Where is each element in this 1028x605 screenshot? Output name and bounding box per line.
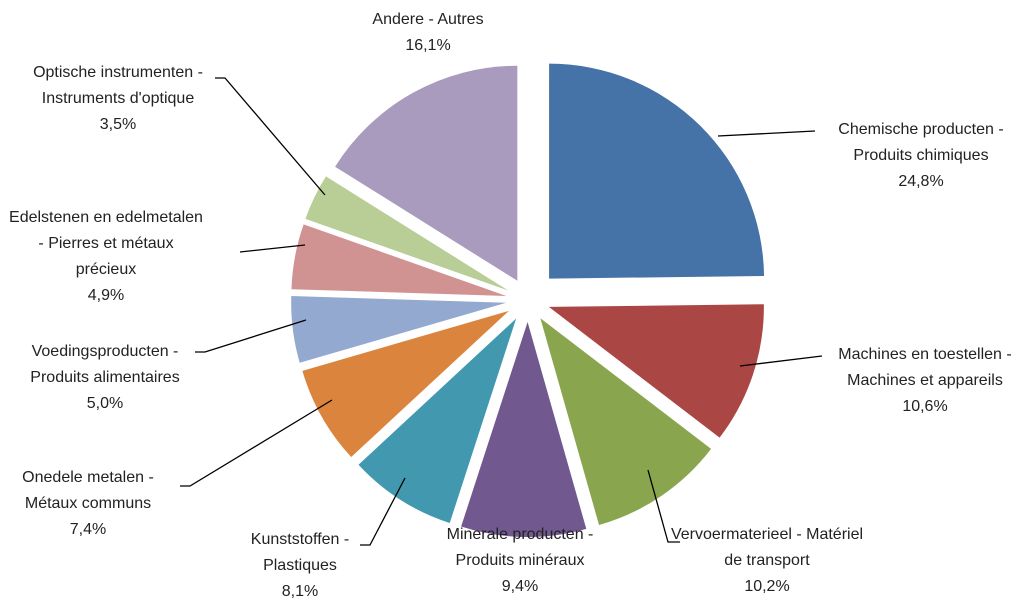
leader-line bbox=[195, 319, 307, 353]
category-label: Edelstenen en edelmetalen - Pierres et m… bbox=[9, 209, 203, 278]
pie-slice bbox=[302, 310, 509, 458]
value-label: 16,1% bbox=[405, 37, 451, 54]
value-label: 9,4% bbox=[501, 578, 539, 595]
pie-slice bbox=[291, 296, 507, 363]
slice-label: Andere - Autres 16,1% bbox=[343, 7, 513, 59]
category-label: Kunststoffen - Plastiques bbox=[250, 531, 350, 574]
leader-line bbox=[180, 399, 333, 487]
leader-line bbox=[739, 355, 823, 367]
slice-label: Onedele metalen - Métaux communs 7,4% bbox=[6, 465, 171, 543]
slice-label: Optische instrumenten - Instruments d'op… bbox=[11, 60, 226, 138]
slice-label: Edelstenen en edelmetalen - Pierres et m… bbox=[6, 205, 206, 309]
category-label: Optische instrumenten - Instruments d'op… bbox=[33, 64, 203, 107]
slice-label: Machines en toestellen - Machines et app… bbox=[820, 342, 1028, 420]
slice-label: Chemische producten - Produits chimiques… bbox=[821, 117, 1021, 195]
value-label: 3,5% bbox=[99, 116, 137, 133]
leader-line bbox=[647, 469, 680, 543]
value-label: 24,8% bbox=[898, 173, 944, 190]
pie-slice bbox=[548, 304, 764, 438]
slice-label: Voedingsproducten - Produits alimentaire… bbox=[8, 339, 203, 417]
pie-slice bbox=[358, 318, 517, 524]
pie-slice bbox=[335, 65, 518, 281]
category-label: Chemische producten - Produits chimiques bbox=[838, 121, 1004, 164]
leader-line bbox=[215, 77, 326, 196]
pie-slice bbox=[549, 63, 765, 279]
value-label: 5,0% bbox=[86, 395, 124, 412]
leader-line bbox=[360, 477, 406, 546]
slice-label: Kunststoffen - Plastiques 8,1% bbox=[240, 527, 360, 605]
category-label: Voedingsproducten - Produits alimentaire… bbox=[30, 343, 180, 386]
category-label: Minerale producten - Produits minéraux bbox=[446, 526, 594, 569]
category-label: Machines en toestellen - Machines et app… bbox=[838, 346, 1012, 389]
value-label: 10,6% bbox=[902, 398, 948, 415]
slice-label: Vervoermaterieel - Matériel de transport… bbox=[665, 522, 870, 600]
category-label: Vervoermaterieel - Matériel de transport bbox=[670, 526, 864, 569]
pie-slice bbox=[540, 318, 712, 526]
pie-slice bbox=[291, 224, 507, 296]
value-label: 8,1% bbox=[281, 583, 319, 600]
category-label: Onedele metalen - Métaux communs bbox=[22, 469, 154, 512]
category-label: Andere - Autres bbox=[372, 11, 484, 28]
pie-slice bbox=[461, 321, 587, 537]
slice-label: Minerale producten - Produits minéraux 9,… bbox=[425, 522, 615, 600]
value-label: 4,9% bbox=[87, 287, 125, 304]
pie-slice bbox=[305, 176, 509, 291]
value-label: 7,4% bbox=[69, 521, 107, 538]
value-label: 10,2% bbox=[744, 578, 790, 595]
leader-line bbox=[717, 130, 816, 137]
leader-line bbox=[239, 244, 306, 253]
